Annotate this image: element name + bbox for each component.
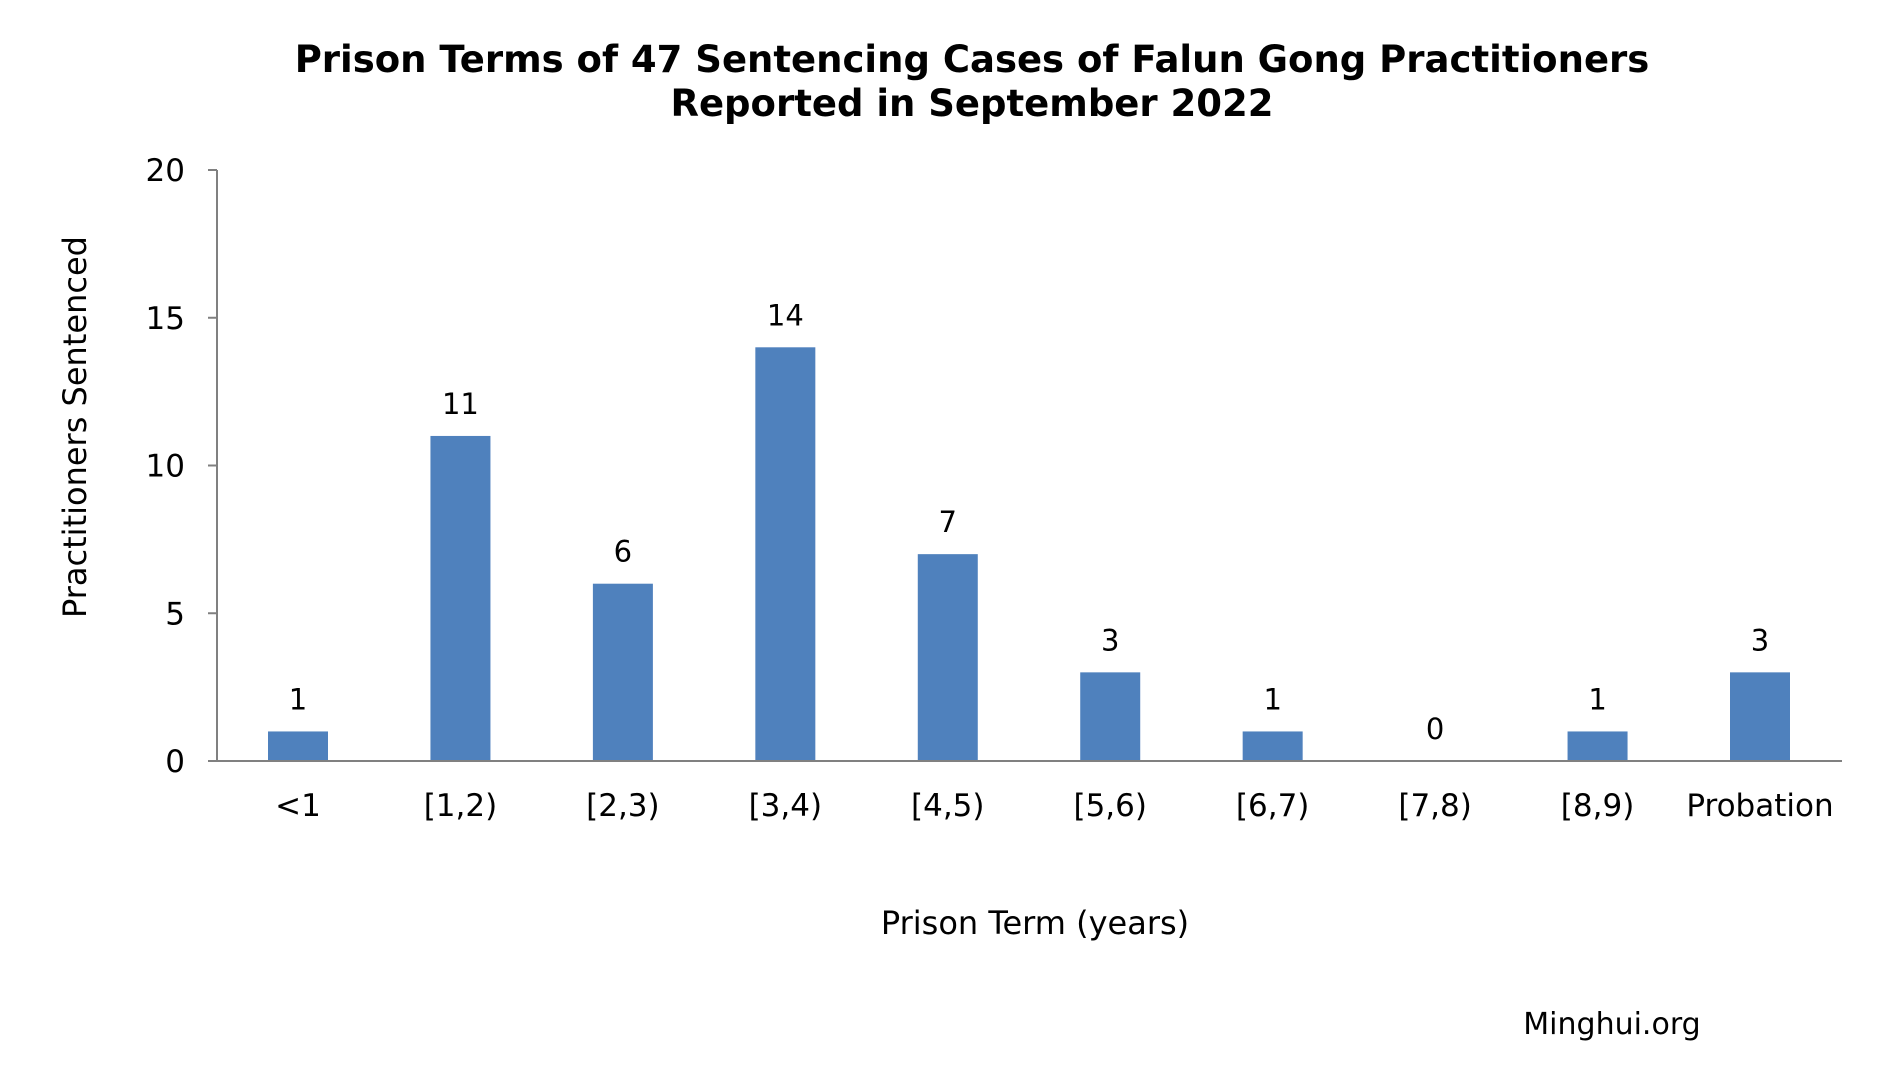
x-tick-label: [7,8): [1398, 788, 1472, 824]
x-tick-label: [2,3): [586, 788, 660, 824]
bar: [917, 554, 978, 761]
bar: [1242, 731, 1303, 761]
y-axis-label: Practitioners Sentenced: [56, 236, 94, 618]
data-label: 14: [767, 298, 804, 332]
y-tick-label: 15: [146, 301, 185, 337]
x-axis-ticks: <1 [1,2) [2,3) [3,4) [4,5) [5,6) [6,7) [7,8) [8,…: [275, 788, 1833, 824]
y-tick-label: 5: [165, 596, 185, 632]
x-tick-label: <1: [275, 788, 321, 824]
x-tick-label: [6,7): [1236, 788, 1310, 824]
bar: [1567, 731, 1628, 761]
y-axis-ticks: 0 5 10 15 20: [146, 153, 217, 780]
chart-subtitle: Reported in September 2022: [670, 82, 1273, 125]
x-tick-label: [1,2): [424, 788, 498, 824]
data-label: 11: [442, 387, 479, 421]
data-label: 7: [939, 505, 957, 539]
x-tick-label: Probation: [1686, 788, 1833, 824]
chart-title: Prison Terms of 47 Sentencing Cases of F…: [295, 38, 1650, 81]
y-tick-label: 20: [146, 153, 185, 189]
y-tick-label: 0: [165, 744, 185, 780]
data-label: 6: [614, 535, 632, 569]
data-label: 1: [1588, 682, 1606, 716]
bar: [1080, 672, 1141, 761]
x-axis-label: Prison Term (years): [881, 904, 1189, 942]
bar: [430, 435, 491, 761]
y-tick-label: 10: [146, 449, 185, 485]
bar: [1730, 672, 1790, 761]
source-label: Minghui.org: [1523, 1007, 1700, 1042]
bar: [268, 731, 328, 761]
data-label: 3: [1101, 623, 1119, 657]
data-label: 1: [1263, 682, 1281, 716]
data-label: 3: [1751, 623, 1769, 657]
x-tick-label: [4,5): [911, 788, 985, 824]
bar: [755, 347, 816, 761]
bar-series: [268, 347, 1790, 761]
data-label: 1: [289, 682, 307, 716]
x-tick-label: [8,9): [1561, 788, 1635, 824]
data-label: 0: [1426, 712, 1444, 746]
bar: [592, 583, 653, 761]
x-tick-label: [5,6): [1073, 788, 1147, 824]
x-tick-label: [3,4): [749, 788, 823, 824]
